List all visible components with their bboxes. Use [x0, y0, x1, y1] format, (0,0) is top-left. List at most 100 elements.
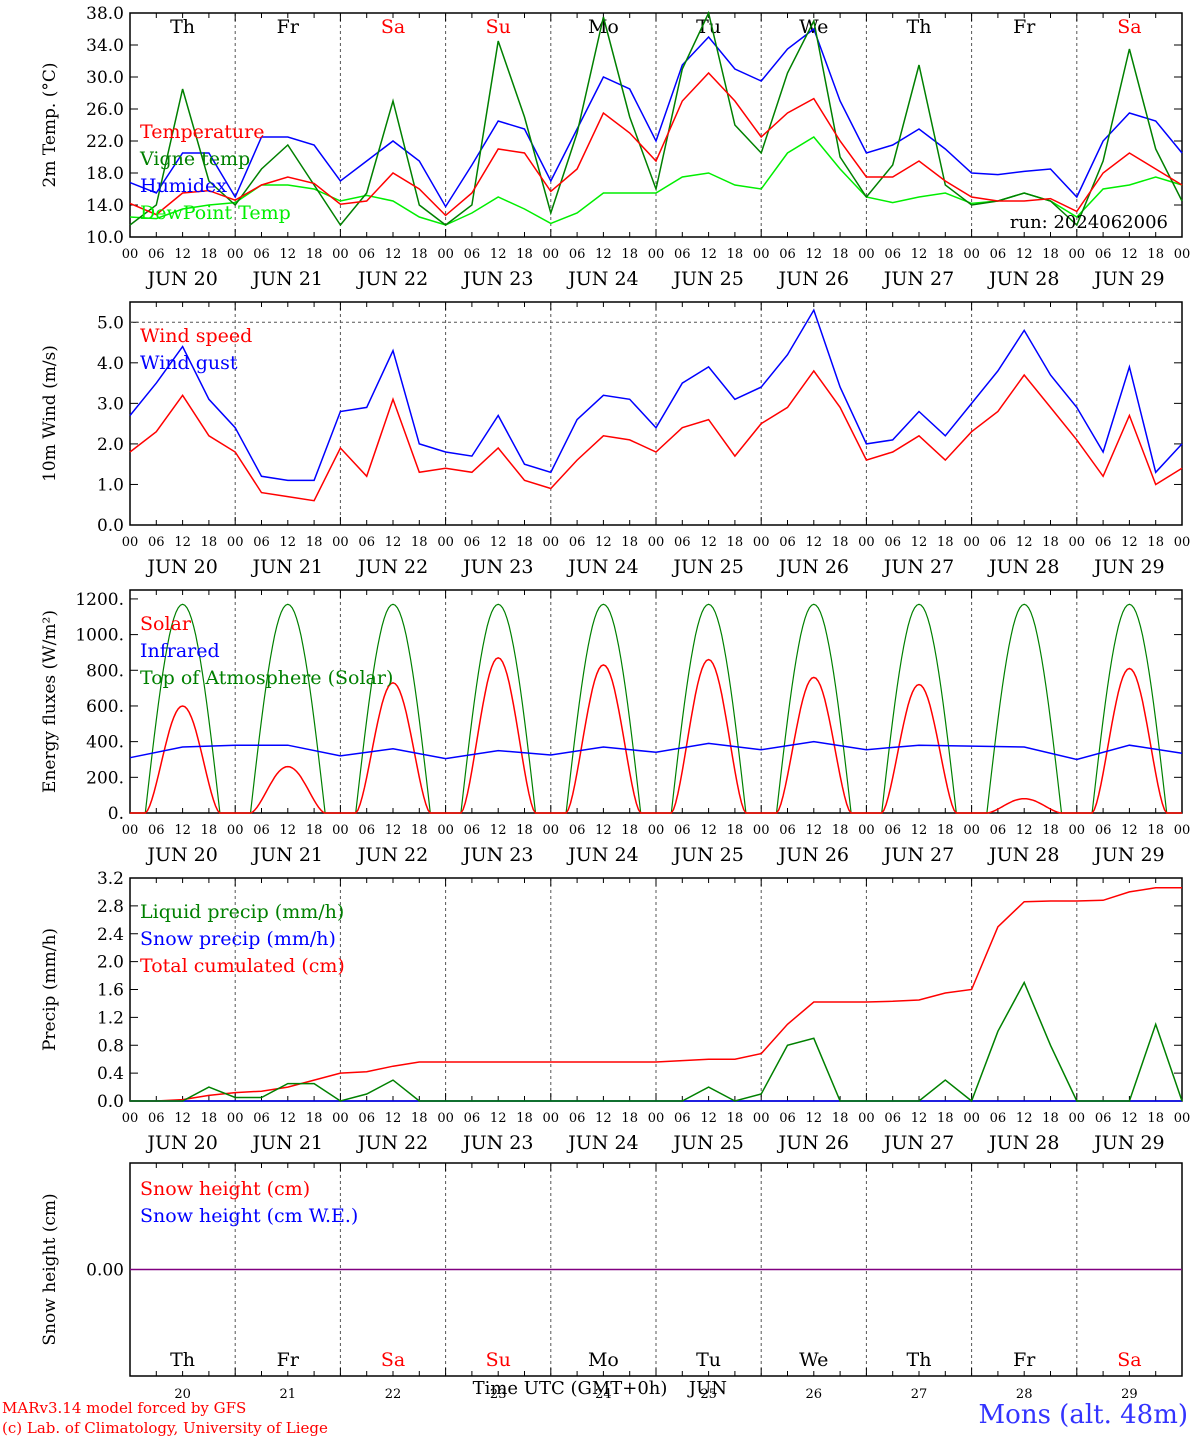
hour-tick-label: 00 — [543, 535, 560, 550]
day-number-label: 27 — [911, 1387, 928, 1398]
date-label: JUN 29 — [1092, 1132, 1164, 1154]
hour-tick-label: 00 — [227, 535, 244, 550]
hour-tick-label: 18 — [621, 823, 638, 838]
hour-tick-label: 18 — [727, 823, 744, 838]
hour-tick-label: 12 — [280, 1111, 297, 1126]
hour-tick-label: 00 — [437, 247, 454, 262]
hour-tick-label: 06 — [779, 247, 796, 262]
hour-tick-label: 12 — [806, 823, 823, 838]
y-tick-label: 14.0 — [86, 196, 124, 216]
day-number-label: 20 — [174, 1387, 191, 1398]
panel-frame — [129, 589, 1183, 814]
hour-tick-label: 12 — [595, 1111, 612, 1126]
date-label: JUN 20 — [145, 556, 217, 578]
date-label: JUN 22 — [356, 1132, 428, 1154]
y-tick-label: 18.0 — [86, 164, 124, 184]
hour-tick-label: 12 — [595, 535, 612, 550]
hour-tick-label: 06 — [884, 823, 901, 838]
run-annotation: run: 2024062006 — [1010, 212, 1168, 233]
series-line-temperature — [129, 71, 1183, 217]
hour-tick-label: 12 — [1121, 823, 1138, 838]
hour-tick-label: 00 — [122, 535, 139, 550]
hour-tick-label: 00 — [543, 247, 560, 262]
hour-tick-label: 06 — [464, 823, 481, 838]
hour-tick-label: 12 — [806, 1111, 823, 1126]
hour-tick-label: 18 — [832, 823, 849, 838]
date-label: JUN 20 — [145, 844, 217, 866]
y-tick-label: 3.0 — [97, 394, 124, 414]
hour-tick-label: 12 — [1121, 247, 1138, 262]
hour-tick-label: 00 — [1174, 247, 1191, 262]
hour-tick-label: 18 — [937, 535, 954, 550]
date-label: JUN 27 — [882, 556, 954, 578]
hour-tick-label: 12 — [700, 823, 717, 838]
hour-tick-label: 00 — [332, 1111, 349, 1126]
y-axis-label: 2m Temp. (°C) — [40, 62, 60, 187]
date-label: JUN 24 — [566, 844, 638, 866]
day-name-label: Mo — [588, 1349, 619, 1371]
hour-tick-label: 00 — [858, 535, 875, 550]
hour-tick-label: 12 — [911, 247, 928, 262]
day-name-label: Sa — [381, 16, 405, 38]
credits: MARv3.14 model forced by GFS (c) Lab. of… — [2, 1398, 328, 1438]
hour-tick-label: 00 — [227, 823, 244, 838]
hour-tick-label: 12 — [280, 823, 297, 838]
hour-tick-label: 06 — [674, 247, 691, 262]
hour-tick-label: 00 — [1069, 535, 1086, 550]
hour-tick-label: 18 — [937, 823, 954, 838]
hour-tick-label: 12 — [911, 823, 928, 838]
hour-tick-label: 06 — [358, 1111, 375, 1126]
y-tick-label: 2.4 — [97, 925, 124, 945]
y-tick-label: 30.0 — [86, 68, 124, 88]
hour-tick-label: 18 — [201, 1111, 218, 1126]
legend-entry: Vigne temp — [139, 148, 250, 170]
hour-tick-label: 18 — [727, 535, 744, 550]
legend-entry: Solar — [140, 613, 192, 635]
hour-tick-label: 12 — [806, 535, 823, 550]
date-label: JUN 26 — [777, 1132, 849, 1154]
date-label: JUN 27 — [882, 844, 954, 866]
hour-tick-label: 00 — [1174, 823, 1191, 838]
hour-tick-label: 18 — [937, 247, 954, 262]
y-tick-label: 22.0 — [86, 132, 124, 152]
day-name-label: Th — [170, 1349, 195, 1371]
hour-tick-label: 12 — [385, 823, 402, 838]
hour-tick-label: 00 — [332, 247, 349, 262]
hour-tick-label: 06 — [358, 247, 375, 262]
series-line-wind-speed — [129, 369, 1183, 502]
panel-frame — [129, 301, 1183, 526]
hour-tick-label: 00 — [1069, 247, 1086, 262]
date-label: JUN 21 — [251, 1132, 323, 1154]
date-label: JUN 25 — [671, 268, 743, 290]
hour-tick-label: 12 — [911, 535, 928, 550]
hour-tick-label: 00 — [332, 535, 349, 550]
hour-tick-label: 06 — [569, 1111, 586, 1126]
hour-tick-label: 18 — [832, 247, 849, 262]
hour-tick-label: 06 — [674, 1111, 691, 1126]
hour-tick-label: 12 — [595, 247, 612, 262]
date-label: JUN 26 — [777, 844, 849, 866]
day-number-label: 23 — [490, 1387, 507, 1398]
hour-tick-label: 00 — [858, 1111, 875, 1126]
hour-tick-label: 06 — [884, 1111, 901, 1126]
hour-tick-label: 18 — [832, 1111, 849, 1126]
date-label: JUN 23 — [461, 1132, 533, 1154]
day-name-label: We — [799, 16, 828, 38]
hour-tick-label: 12 — [490, 1111, 507, 1126]
hour-tick-label: 18 — [937, 1111, 954, 1126]
hour-tick-label: 12 — [911, 1111, 928, 1126]
hour-tick-label: 18 — [306, 247, 323, 262]
hour-tick-label: 00 — [543, 823, 560, 838]
series-line-solar — [130, 656, 1182, 814]
y-tick-label: 600. — [86, 697, 124, 717]
station-label: Mons (alt. 48m) — [978, 1400, 1188, 1430]
y-tick-label: 800. — [86, 661, 124, 681]
day-name-label: Fr — [277, 1349, 300, 1371]
hour-tick-label: 18 — [832, 535, 849, 550]
hour-tick-label: 06 — [1095, 247, 1112, 262]
y-tick-label: 2.0 — [97, 435, 124, 455]
hour-tick-label: 06 — [569, 823, 586, 838]
hour-tick-label: 18 — [1042, 535, 1059, 550]
day-name-label: Fr — [277, 16, 300, 38]
hour-tick-label: 06 — [1095, 1111, 1112, 1126]
